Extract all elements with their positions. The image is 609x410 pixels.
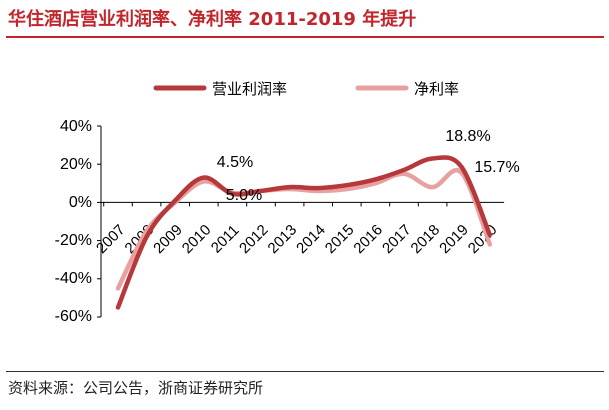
series-group <box>115 155 493 310</box>
title-divider <box>6 36 604 38</box>
x-tick-label: 2007 <box>93 221 129 257</box>
x-tick-label: 2012 <box>236 221 272 257</box>
y-tick-label: -20% <box>55 232 92 249</box>
x-tick-label: 2011 <box>208 222 243 257</box>
y-tick-label: 20% <box>60 156 92 173</box>
x-tick-label: 2014 <box>293 221 329 257</box>
x-tick-label: 2013 <box>265 221 301 257</box>
x-tick-label: 2018 <box>408 221 444 257</box>
x-tick-label: 2016 <box>350 221 386 257</box>
source-divider <box>6 371 604 372</box>
data-label-2019-operating: 18.8% <box>445 128 490 145</box>
x-tick-label: 2009 <box>150 221 186 257</box>
data-label-2011-net: 5.0% <box>226 187 262 204</box>
x-tick-label: 2019 <box>436 221 472 257</box>
legend-label-net-margin: 净利率 <box>414 80 459 98</box>
chart-title: 华住酒店营业利润率、净利率 2011-2019 年提升 <box>8 9 417 30</box>
legend-label-operating-margin: 营业利润率 <box>212 80 287 98</box>
y-tick-label: 40% <box>60 118 92 135</box>
source-note: 资料来源：公司公告，浙商证券研究所 <box>8 379 264 397</box>
y-tick-label: -60% <box>55 308 92 325</box>
x-tick-label: 2015 <box>322 221 358 257</box>
x-tick-label: 2010 <box>179 221 215 257</box>
axes <box>97 125 505 318</box>
series-line-operating-margin <box>115 155 493 310</box>
data-label-2019-net: 15.7% <box>474 159 519 176</box>
data-label-2011-operating: 4.5% <box>217 154 253 171</box>
y-tick-label: -40% <box>55 270 92 287</box>
x-tick-label: 2017 <box>379 221 415 257</box>
line-chart: 营业利润率 净利率 40% 20% 0% -20% -40% -60% 2007… <box>55 80 520 325</box>
y-tick-label: 0% <box>69 194 92 211</box>
